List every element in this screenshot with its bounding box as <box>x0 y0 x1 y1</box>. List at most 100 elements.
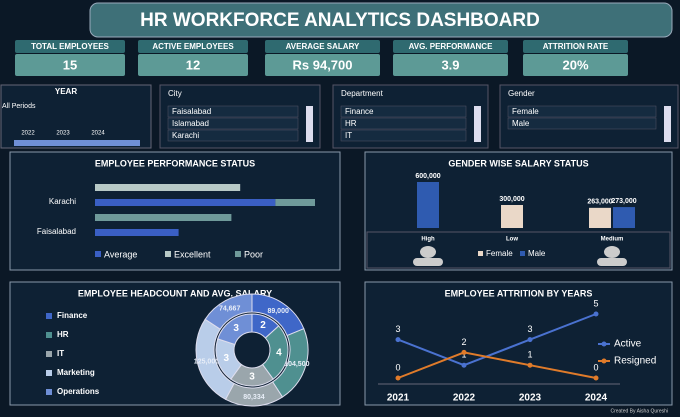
scrollbar[interactable] <box>306 106 313 142</box>
data-label: 3 <box>233 323 239 334</box>
data-label: 4 <box>276 347 282 358</box>
legend-swatch <box>46 370 52 376</box>
data-label: 2 <box>260 320 266 331</box>
data-label: 600,000 <box>415 173 440 180</box>
legend-label: Poor <box>244 249 263 259</box>
chart-title: GENDER WISE SALARY STATUS <box>448 158 588 168</box>
legend-swatch <box>46 389 52 395</box>
kpi-label-box <box>393 40 508 53</box>
slicer-item-box[interactable] <box>340 117 467 130</box>
legend-label: HR <box>57 330 69 339</box>
bar <box>95 199 276 206</box>
legend-label: Resigned <box>614 356 656 367</box>
chart-title: EMPLOYEE HEADCOUNT AND AVG. SALARY <box>78 288 272 298</box>
slicer-item-box[interactable] <box>167 129 299 142</box>
data-label: 80,334 <box>243 394 265 401</box>
kpi-value-box <box>523 54 628 76</box>
line <box>397 351 597 379</box>
x-tick-label: 2023 <box>519 393 542 404</box>
x-tick-label: 2024 <box>585 393 608 404</box>
legend-marker <box>601 358 607 364</box>
kpi-value-box <box>393 54 508 76</box>
kpi-label-box <box>523 40 628 53</box>
person-icon <box>420 246 436 258</box>
bar <box>501 205 523 228</box>
slicer-item-box[interactable] <box>507 105 657 118</box>
legend-label: Operations <box>57 387 100 396</box>
point <box>395 375 401 381</box>
person-icon <box>597 258 627 266</box>
slicer-item[interactable]: Karachi <box>172 131 199 140</box>
slicer-item[interactable]: Islamabad <box>172 119 209 128</box>
slicer-title: Department <box>341 89 384 98</box>
point <box>593 311 599 317</box>
x-tick-label: Low <box>506 237 518 243</box>
scrollbar[interactable] <box>474 106 481 142</box>
slicer-item[interactable]: IT <box>345 131 352 140</box>
bar <box>95 184 241 191</box>
year-selection: All Periods <box>2 103 36 110</box>
bar <box>417 182 439 228</box>
data-label: 1 <box>527 350 532 360</box>
slicer-item-box[interactable] <box>167 117 299 130</box>
scrollbar[interactable] <box>664 106 671 142</box>
data-label: 263,000 <box>587 199 612 206</box>
slicer-item[interactable]: Male <box>512 119 530 128</box>
x-tick-label: Medium <box>601 237 624 243</box>
slicer-title: City <box>168 89 182 98</box>
point <box>461 349 467 355</box>
legend-swatch <box>235 251 241 257</box>
slicer-item-box[interactable] <box>340 105 467 118</box>
legend-marker <box>601 341 607 347</box>
slicer-item-box[interactable] <box>167 105 299 118</box>
panel <box>9 151 341 271</box>
x-tick-label: High <box>421 237 435 243</box>
donut-segment <box>217 313 253 346</box>
bar <box>95 214 232 221</box>
x-tick-label: 2021 <box>387 393 410 404</box>
point <box>527 337 533 343</box>
kpi-value-box <box>15 54 125 76</box>
year-slicer <box>0 84 152 149</box>
legend-label: Male <box>528 249 546 258</box>
category-strip <box>366 231 671 269</box>
title-bar <box>89 2 673 38</box>
legend-swatch <box>478 251 483 256</box>
person-icon <box>413 258 443 266</box>
year-label[interactable]: 2022 <box>21 131 35 137</box>
kpi-label: TOTAL EMPLOYEES <box>31 42 109 51</box>
data-label: 3 <box>249 372 255 383</box>
legend-label: Average <box>104 249 137 259</box>
year-timeline[interactable] <box>14 140 140 146</box>
slicer-item[interactable]: Faisalabad <box>172 107 211 116</box>
legend-label: IT <box>57 349 64 358</box>
legend-swatch <box>46 332 52 338</box>
year-label[interactable]: 2023 <box>56 131 70 137</box>
data-label: 5 <box>593 298 598 308</box>
y-tick-label: Faisalabad <box>37 227 76 236</box>
year-label[interactable]: 2024 <box>91 131 105 137</box>
bar <box>95 229 179 236</box>
slicer-item-box[interactable] <box>340 129 467 142</box>
data-label: 300,000 <box>499 196 524 203</box>
bar <box>613 207 635 228</box>
slicer-item-box[interactable] <box>507 117 657 130</box>
legend-label: Active <box>614 339 642 350</box>
kpi-label-box <box>138 40 248 53</box>
slicer-item[interactable]: Finance <box>345 107 374 116</box>
kpi-label: ACTIVE EMPLOYEES <box>152 42 234 51</box>
data-label: 125,000 <box>194 358 219 365</box>
data-label: 3 <box>224 353 230 364</box>
slicer-item[interactable]: Female <box>512 107 539 116</box>
legend-label: Finance <box>57 311 88 320</box>
legend-swatch <box>520 251 525 256</box>
point <box>461 362 467 368</box>
legend-swatch <box>95 251 101 257</box>
legend-swatch <box>46 313 52 319</box>
data-label: 104,500 <box>284 361 309 368</box>
kpi-label-box <box>265 40 380 53</box>
slicer-item[interactable]: HR <box>345 119 357 128</box>
bar <box>275 199 315 206</box>
person-icon <box>604 246 620 258</box>
